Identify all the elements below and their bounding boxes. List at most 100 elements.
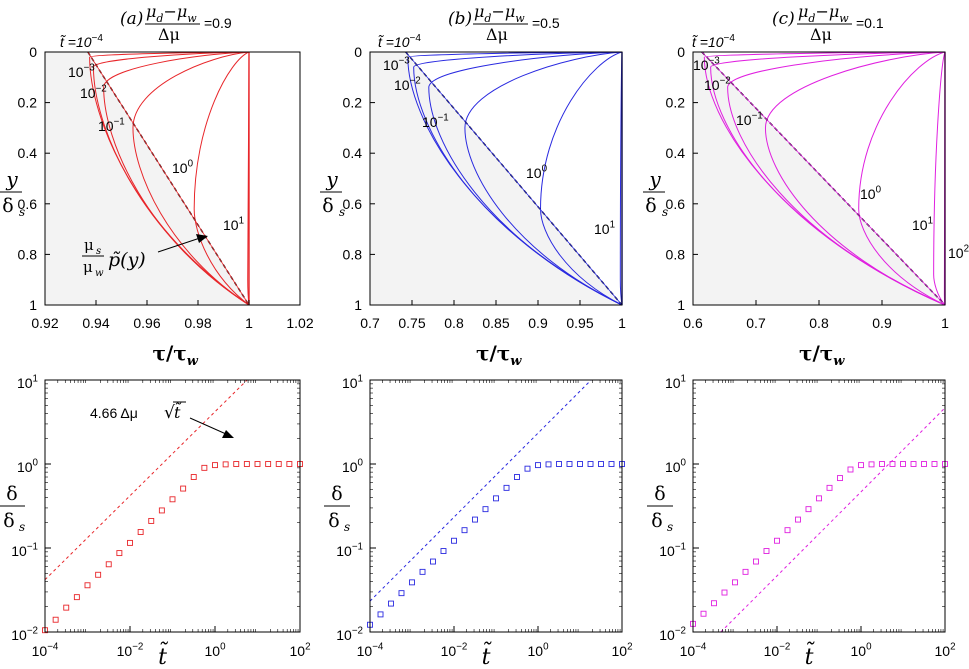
data-point <box>566 461 573 467</box>
x-tick-label: 102 <box>611 642 632 659</box>
curve-label-−1: 10−1 <box>98 117 125 134</box>
data-point <box>805 506 812 513</box>
data-point <box>275 461 282 467</box>
title-ratio: =0.1 <box>856 15 884 31</box>
data-point <box>127 539 133 546</box>
curve-t=10^-1 <box>464 51 623 306</box>
y-label-den-sub: s <box>339 205 345 219</box>
annot-sqrt: √ <box>164 403 175 423</box>
annot-fn: p̃(y) <box>108 249 146 271</box>
hydrostatic-annotation: μ sμ wp̃(y) <box>82 234 208 279</box>
curve-label-1: 101 <box>594 220 615 237</box>
y-axis-label: δδ s <box>0 483 25 534</box>
x-tick-label: 0.85 <box>482 315 509 331</box>
annot-num-sub: s <box>96 246 101 257</box>
data-point <box>233 461 240 467</box>
y-label-num: δ <box>6 483 17 505</box>
x-tick-label: 10−2 <box>441 642 468 659</box>
x-axis-label: τ/τw <box>799 341 845 369</box>
annot-arrow-head <box>196 234 208 243</box>
t-label: t̃ =10−4 <box>378 33 421 50</box>
x-tick-label: 0.6 <box>683 315 703 331</box>
data-point <box>430 558 436 565</box>
title-numerator: μd−μw <box>798 2 849 25</box>
data-point <box>503 484 510 491</box>
y-tick-label: 100 <box>665 458 687 475</box>
curve-label-−2: 10−2 <box>394 76 421 93</box>
y-tick-label: 0.4 <box>666 145 686 161</box>
x-tick-label: 0.94 <box>82 315 109 331</box>
x-tick-label: 0.95 <box>566 315 593 331</box>
shaded-region <box>45 52 249 305</box>
data-point <box>222 461 229 468</box>
data-point <box>169 496 176 503</box>
title-ratio: =0.5 <box>532 15 560 31</box>
x-tick-label: 0.96 <box>133 315 160 331</box>
data-point <box>514 474 520 480</box>
x-tick-label: 0.98 <box>184 315 211 331</box>
curve-t=10^-4 <box>89 51 250 306</box>
data-point <box>73 594 80 601</box>
data-point <box>212 462 218 469</box>
title-numerator: μd−μw <box>474 2 525 25</box>
hydrostatic-line-color <box>87 51 250 306</box>
curve-label-0: 100 <box>860 185 882 202</box>
data-point <box>398 590 405 597</box>
data-point <box>243 461 250 467</box>
data-point <box>148 517 155 524</box>
panel-tag: (b) <box>448 9 472 29</box>
x-axis-label: t̃ <box>482 640 493 669</box>
y-axis-label: yδ s <box>643 167 668 219</box>
y-tick-label: 10−2 <box>336 626 363 643</box>
y-tick-label: 0.8 <box>18 246 38 262</box>
data-point <box>921 461 927 467</box>
curve-label-1: 101 <box>223 216 244 233</box>
y-label-den-sub: s <box>662 205 668 219</box>
data-point <box>598 461 604 467</box>
data-point <box>732 579 738 586</box>
x-tick-label: 10−4 <box>680 642 707 659</box>
x-axis-label: t̃ <box>158 640 169 669</box>
y-label-num: y <box>648 167 661 191</box>
y-label-den: δ <box>645 195 656 217</box>
y-tick-label: 0.6 <box>666 196 686 212</box>
data-point <box>816 495 822 502</box>
data-point <box>889 461 896 467</box>
y-label-den: δ <box>651 510 662 532</box>
y-tick-label: 0 <box>354 44 362 60</box>
data-point <box>721 589 728 596</box>
data-point <box>493 495 499 502</box>
x-tick-label: 0.8 <box>809 315 829 331</box>
y-tick-label: 0.2 <box>18 95 38 111</box>
y-tick-label: 10−2 <box>659 626 686 643</box>
curve-t=10^1 <box>933 51 946 306</box>
y-tick-label: 0 <box>677 44 685 60</box>
y-tick-label: 0.6 <box>343 196 363 212</box>
axes-frame <box>44 51 301 306</box>
data-point <box>910 461 917 467</box>
hydrostatic-line-color <box>405 51 623 306</box>
curve-label-−3: 10−3 <box>68 63 95 80</box>
fit-line <box>720 407 946 633</box>
data-point <box>137 529 144 535</box>
axes-frame <box>692 379 946 633</box>
data-point <box>900 461 906 467</box>
y-axis-label: δδ s <box>324 483 350 534</box>
data-point <box>556 461 562 467</box>
y-tick-label: 100 <box>342 458 364 475</box>
y-tick-label: 10−1 <box>659 542 686 559</box>
x-tick-label: 0.8 <box>444 315 464 331</box>
hydrostatic-line-color <box>701 51 946 306</box>
top-panel-c: 0.6 0.7 0.8 0.9 1 0 0.2 0.4 0.6 0.8 1 10−3 10−2 10−1 1… <box>643 2 969 369</box>
data-point <box>879 461 885 467</box>
data-point <box>190 474 197 480</box>
y-tick-label: 10−1 <box>336 542 363 559</box>
t-label: t̃ =10−4 <box>60 33 103 50</box>
data-point <box>409 579 415 586</box>
axes-frame <box>369 379 623 633</box>
y-label-den: δ <box>322 195 333 217</box>
